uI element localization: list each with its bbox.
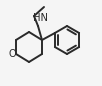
Text: O: O bbox=[8, 49, 16, 59]
Text: HN: HN bbox=[33, 13, 48, 23]
